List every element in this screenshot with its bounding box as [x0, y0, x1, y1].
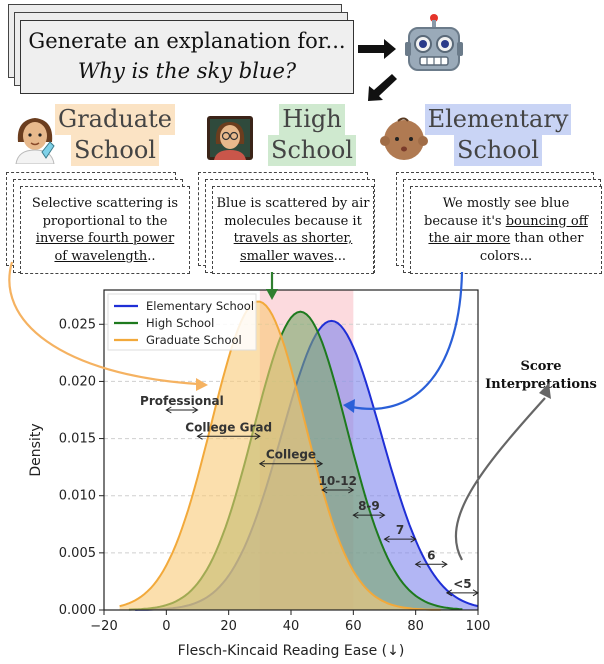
annotation-arrow-right-6: [441, 560, 448, 568]
annotation-arrow-left-0: [165, 406, 172, 414]
explain-high-ellipsis: ...: [333, 248, 347, 264]
score-interpretations-label: Score Interpretations: [478, 358, 604, 394]
annotation-label-4: 8-9: [358, 499, 380, 513]
score-interpretations-line2: Interpretations: [485, 377, 597, 392]
arrow-right-icon: [358, 39, 396, 59]
explain-elementary-underline: the air more: [428, 231, 511, 246]
explain-high-text: Blue is scattered by air molecules becau…: [213, 195, 373, 265]
x-tick-label: 20: [220, 619, 237, 634]
explain-graduate-underline: inverse fourth power: [35, 231, 175, 246]
x-tick-label: 60: [345, 619, 362, 634]
score-connector-arrow: [454, 397, 546, 561]
robot-icon: [405, 14, 463, 71]
legend-label-1: High School: [146, 316, 214, 330]
y-tick-label: 0.010: [59, 489, 96, 504]
prompt-text: Generate an explanation for...: [28, 29, 346, 53]
legend-label-0: Elementary School: [146, 299, 254, 313]
graduate-connector-arrow: [8, 261, 199, 386]
explain-elementary-line: because it's: [424, 213, 506, 229]
x-axis-label: Flesch-Kincaid Reading Ease (↓): [178, 643, 405, 659]
annotation-label-0: Professional: [140, 394, 224, 408]
annotation-arrow-right-7: [472, 589, 479, 597]
explain-elementary-box: We mostly see blue because it's bouncing…: [410, 186, 602, 274]
y-tick-label: 0.015: [59, 432, 96, 447]
explain-graduate-box: Selective scattering is proportional to …: [20, 186, 190, 274]
explain-high-underline: travels as shorter,: [233, 231, 353, 246]
x-tick-label: 100: [466, 619, 491, 634]
series-line-2: [119, 300, 441, 611]
baby-emoji-icon: [380, 117, 428, 160]
arrow-down-left-icon: [368, 74, 397, 101]
level-label-high: High School: [262, 104, 362, 166]
annotation-arrow-left-3: [321, 486, 328, 494]
score-connector-arrowhead: [539, 383, 551, 399]
annotation-label-2: College: [266, 448, 316, 462]
graduate-connector-arrowhead: [196, 378, 208, 391]
level-label-graduate: Graduate School: [52, 104, 178, 166]
explain-high-line: Blue is scattered by air: [216, 196, 370, 211]
annotation-label-1: College Grad: [185, 420, 272, 434]
explain-elementary-text: We mostly see blue because it's bouncing…: [411, 195, 601, 265]
annotation-arrow-left-1: [196, 432, 203, 440]
y-tick-label: 0.025: [59, 317, 96, 332]
level-label-graduate-line2: School: [71, 135, 159, 166]
level-label-elementary: Elementary School: [424, 104, 572, 166]
annotation-arrow-right-2: [316, 460, 324, 468]
explain-high-box: Blue is scattered by air molecules becau…: [212, 186, 374, 274]
explain-graduate-line: Selective scattering is: [31, 196, 179, 211]
level-label-high-line2: School: [268, 135, 356, 166]
annotation-arrow-right-3: [348, 486, 355, 494]
annotation-arrow-right-5: [410, 535, 417, 543]
prompt-card: Generate an explanation for... Why is th…: [20, 20, 354, 94]
elementary-connector-arrowhead: [343, 399, 355, 413]
level-label-elementary-line2: School: [454, 135, 542, 166]
score-interpretations-line1: Score: [520, 359, 562, 374]
y-tick-label: 0.020: [59, 374, 96, 389]
annotation-arrow-left-6: [414, 560, 421, 568]
annotation-label-3: 10-12: [319, 474, 357, 488]
x-tick-label: 0: [162, 619, 170, 634]
prompt-question: Why is the sky blue?: [77, 59, 297, 83]
explain-elementary-line: We mostly see blue: [442, 196, 570, 211]
annotation-arrow-right-1: [254, 432, 261, 440]
scientist-emoji-icon: [15, 118, 55, 164]
explain-elementary-line: than other: [510, 231, 584, 246]
x-tick-label: 80: [407, 619, 424, 634]
explain-graduate-underline: of wavelength: [54, 248, 148, 264]
level-label-high-line1: High: [279, 104, 345, 135]
explain-graduate-text: Selective scattering is proportional to …: [21, 195, 189, 265]
elementary-connector-arrow: [351, 271, 464, 410]
explain-elementary-underline: bouncing off: [505, 213, 588, 229]
high-connector-arrowhead: [266, 289, 278, 300]
explain-elementary-line: colors...: [479, 248, 533, 264]
y-axis-label: Density: [28, 423, 44, 476]
legend-box: [107, 293, 257, 351]
y-tick-label: 0.005: [59, 546, 96, 561]
annotation-arrow-left-5: [383, 535, 390, 543]
annotation-label-5: 7: [396, 523, 404, 537]
annotation-arrow-left-2: [258, 460, 266, 468]
robot-arrows: [358, 39, 397, 101]
explain-high-underline: smaller waves: [239, 248, 334, 264]
series-area-2: [119, 301, 441, 610]
explain-high-line: molecules because it: [224, 213, 362, 229]
annotation-arrow-left-4: [352, 511, 359, 519]
annotation-arrow-right-0: [192, 406, 199, 414]
explain-graduate-line: proportional to the: [42, 213, 168, 229]
annotation-arrow-right-4: [379, 511, 386, 519]
level-label-graduate-line1: Graduate: [55, 104, 175, 135]
annotation-label-7: <5: [453, 577, 471, 591]
teacher-emoji-icon: [207, 116, 253, 160]
annotation-label-6: 6: [427, 548, 435, 562]
annotation-arrow-left-7: [445, 589, 453, 597]
explain-graduate-ellipsis: ..: [147, 248, 156, 264]
x-tick-label: −20: [90, 619, 117, 634]
y-tick-label: 0.000: [59, 603, 96, 618]
level-label-elementary-line1: Elementary: [424, 104, 572, 135]
legend-label-2: Graduate School: [146, 333, 242, 347]
x-tick-label: 40: [283, 619, 300, 634]
